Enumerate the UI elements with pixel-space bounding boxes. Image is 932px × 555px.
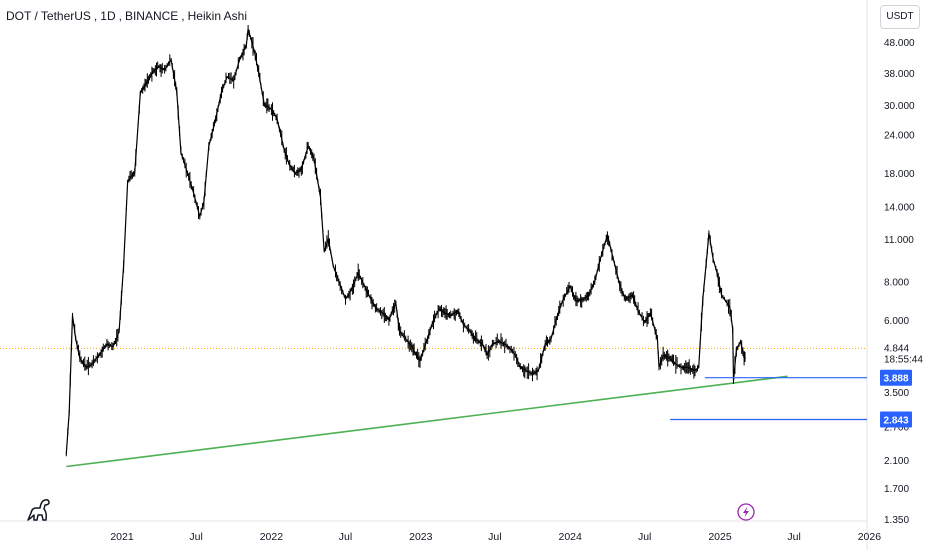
y-tick-label: 3.500 (884, 388, 909, 399)
exchange: BINANCE (124, 9, 179, 23)
x-axis[interactable]: 2021 Jul 2022 Jul 2023 Jul 2024 Jul 2025 Jul 2026 (110, 531, 881, 543)
price-series (65, 25, 746, 457)
horizontal-levels[interactable] (670, 377, 867, 421)
x-tick-label: Jul (339, 531, 352, 543)
y-tick-label: 48.000 (884, 38, 915, 49)
y-tick-label: 18.000 (884, 169, 915, 180)
chart-title: DOT / TetherUS, 1D, BINANCE, Heikin Ashi (6, 9, 248, 23)
price-wicks (65, 25, 746, 457)
y-tick-label: 24.000 (884, 131, 915, 142)
x-tick-label: Jul (488, 531, 501, 543)
y-tick-label: 30.000 (884, 101, 915, 112)
support-trendline[interactable] (66, 375, 788, 468)
y-tick-label: 4.844 (884, 343, 909, 354)
x-tick-label: Jul (638, 531, 651, 543)
chart-style[interactable]: Heikin Ashi (187, 9, 248, 23)
x-tick-label: Jul (189, 531, 202, 543)
y-tick-label: 11.000 (884, 235, 914, 246)
level-label-box (880, 369, 912, 386)
level-label: 3.888 (883, 374, 908, 385)
level-label: 2.843 (883, 416, 908, 427)
y-axis[interactable]: 48.000 38.000 30.000 24.000 18.000 14.000 11.0… (884, 38, 923, 526)
x-tick-label: 2021 (110, 531, 134, 543)
y-tick-label: 14.000 (884, 203, 915, 214)
x-tick-label: 2024 (559, 531, 583, 543)
price-line (65, 28, 746, 454)
interval[interactable]: 1D (100, 9, 116, 23)
x-tick-label: 2026 (858, 531, 882, 543)
x-tick-label: 2022 (260, 531, 284, 543)
y-tick-label: 6.000 (884, 316, 909, 327)
level-label-box (880, 411, 912, 428)
bar-countdown: 18:55:44 (884, 354, 923, 365)
y-tick-label: 38.000 (884, 69, 915, 80)
lightning-flash-icon[interactable] (737, 503, 755, 521)
y-tick-label: 1.350 (884, 515, 909, 526)
symbol-name[interactable]: DOT / TetherUS (6, 9, 91, 23)
currency-button[interactable]: USDT (880, 5, 920, 29)
trendline-support[interactable] (66, 375, 788, 468)
y-tick-label: 2.100 (884, 456, 909, 467)
y-tick-label: 1.700 (884, 484, 909, 495)
y-tick-label: 8.000 (884, 277, 909, 288)
price-labels: 3.888 2.843 (880, 369, 912, 428)
x-tick-label: 2025 (708, 531, 732, 543)
x-tick-label: Jul (787, 531, 800, 543)
dinosaur-logo-icon[interactable] (27, 499, 50, 521)
x-tick-label: 2023 (409, 531, 433, 543)
y-tick-label: 2.700 (884, 422, 909, 433)
